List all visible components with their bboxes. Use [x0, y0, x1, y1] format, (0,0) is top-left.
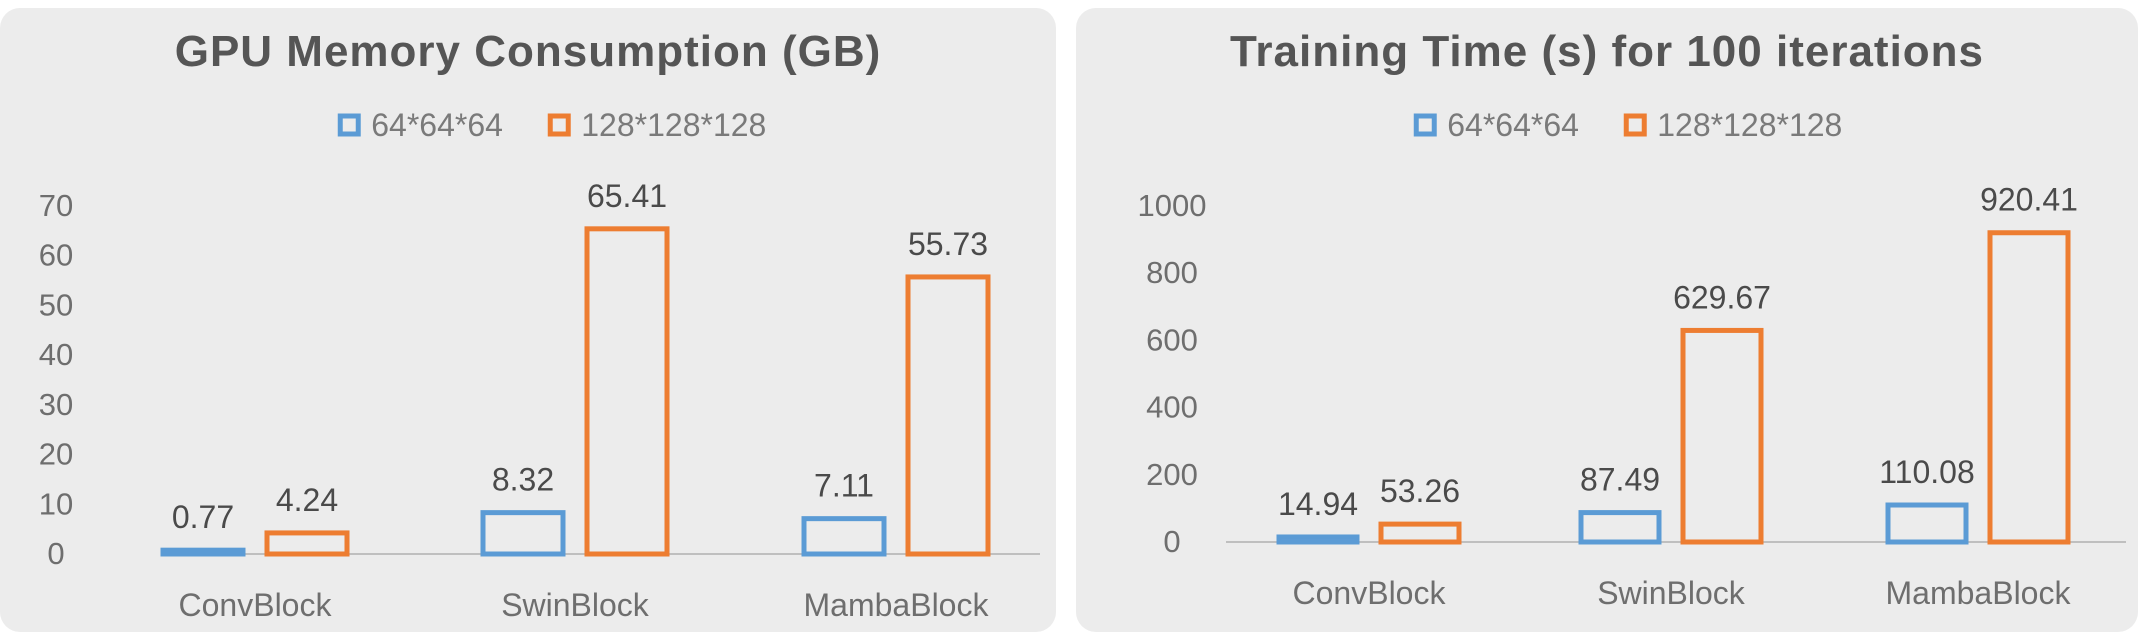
legend-swatch-128-128-128	[1623, 113, 1647, 137]
data-label-convblock-128-128-128: 53.26	[1380, 473, 1460, 509]
legend-item-128-128-128: 128*128*128	[547, 107, 766, 143]
category-label-convblock: ConvBlock	[179, 587, 333, 623]
bar-convblock-64-64-64	[160, 547, 246, 557]
data-label-swinblock-64-64-64: 8.32	[492, 462, 554, 498]
y-tick-label: 400	[1146, 390, 1198, 425]
legend-label: 64*64*64	[371, 107, 503, 143]
data-label-mambablock-64-64-64: 110.08	[1879, 454, 1975, 490]
data-label-convblock-64-64-64: 14.94	[1278, 486, 1358, 522]
category-label-swinblock: SwinBlock	[501, 587, 650, 623]
category-label-convblock: ConvBlock	[1293, 575, 1447, 611]
chart-title: GPU Memory Consumption (GB)	[175, 27, 882, 76]
data-label-mambablock-64-64-64: 7.11	[814, 468, 874, 504]
data-label-swinblock-128-128-128: 629.67	[1673, 279, 1771, 315]
training-time-chart-panel: Training Time (s) for 100 iterations 64*6…	[1076, 8, 2138, 632]
data-label-swinblock-128-128-128: 65.41	[587, 178, 667, 214]
y-tick-label: 800	[1146, 255, 1198, 290]
legend-swatch-64-64-64	[1413, 113, 1437, 137]
y-tick-label: 10	[39, 486, 73, 521]
y-tick-label: 30	[39, 387, 73, 422]
y-tick-label: 20	[39, 437, 73, 472]
y-tick-label: 0	[47, 536, 64, 571]
category-label-mambablock: MambaBlock	[1886, 575, 2072, 611]
training-time-chart: Training Time (s) for 100 iterations 64*6…	[1138, 27, 2126, 611]
category-label-swinblock: SwinBlock	[1597, 575, 1746, 611]
bar-swinblock-128-128-128	[584, 226, 670, 557]
y-tick-label: 50	[39, 287, 73, 322]
legend-label: 128*128*128	[1657, 107, 1842, 143]
y-tick-label: 70	[39, 188, 73, 223]
data-label-convblock-128-128-128: 4.24	[276, 482, 338, 518]
legend-label: 64*64*64	[1447, 107, 1579, 143]
data-label-mambablock-128-128-128: 920.41	[1980, 182, 2078, 218]
chart-title: Training Time (s) for 100 iterations	[1230, 27, 1984, 76]
bar-swinblock-64-64-64	[480, 510, 566, 557]
data-label-mambablock-128-128-128: 55.73	[908, 226, 988, 262]
bar-convblock-128-128-128	[1378, 521, 1462, 545]
y-tick-label: 40	[39, 337, 73, 372]
y-tick-label: 200	[1146, 457, 1198, 492]
y-tick-label: 0	[1163, 524, 1180, 559]
bar-mambablock-128-128-128	[1987, 230, 2071, 545]
bar-convblock-64-64-64	[1276, 534, 1360, 545]
data-label-swinblock-64-64-64: 87.49	[1580, 462, 1660, 498]
legend-swatch-64-64-64	[337, 113, 361, 137]
legend-item-64-64-64: 64*64*64	[1413, 107, 1579, 143]
bar-swinblock-128-128-128	[1680, 327, 1764, 545]
y-tick-label: 1000	[1138, 188, 1207, 223]
bar-mambablock-64-64-64	[801, 516, 887, 557]
y-tick-label: 600	[1146, 322, 1198, 357]
category-label-mambablock: MambaBlock	[804, 587, 990, 623]
legend-swatch-128-128-128	[547, 113, 571, 137]
bar-convblock-128-128-128	[264, 530, 350, 557]
legend-label: 128*128*128	[581, 107, 766, 143]
gpu-memory-chart: GPU Memory Consumption (GB) 64*64*64 128*1…	[39, 27, 1040, 623]
bar-swinblock-64-64-64	[1578, 510, 1662, 545]
y-tick-label: 60	[39, 238, 73, 273]
bar-mambablock-64-64-64	[1885, 502, 1969, 545]
legend-item-128-128-128: 128*128*128	[1623, 107, 1842, 143]
data-label-convblock-64-64-64: 0.77	[172, 499, 234, 535]
legend-item-64-64-64: 64*64*64	[337, 107, 503, 143]
gpu-memory-chart-panel: GPU Memory Consumption (GB) 64*64*64 128*1…	[0, 8, 1056, 632]
bar-mambablock-128-128-128	[905, 274, 991, 557]
